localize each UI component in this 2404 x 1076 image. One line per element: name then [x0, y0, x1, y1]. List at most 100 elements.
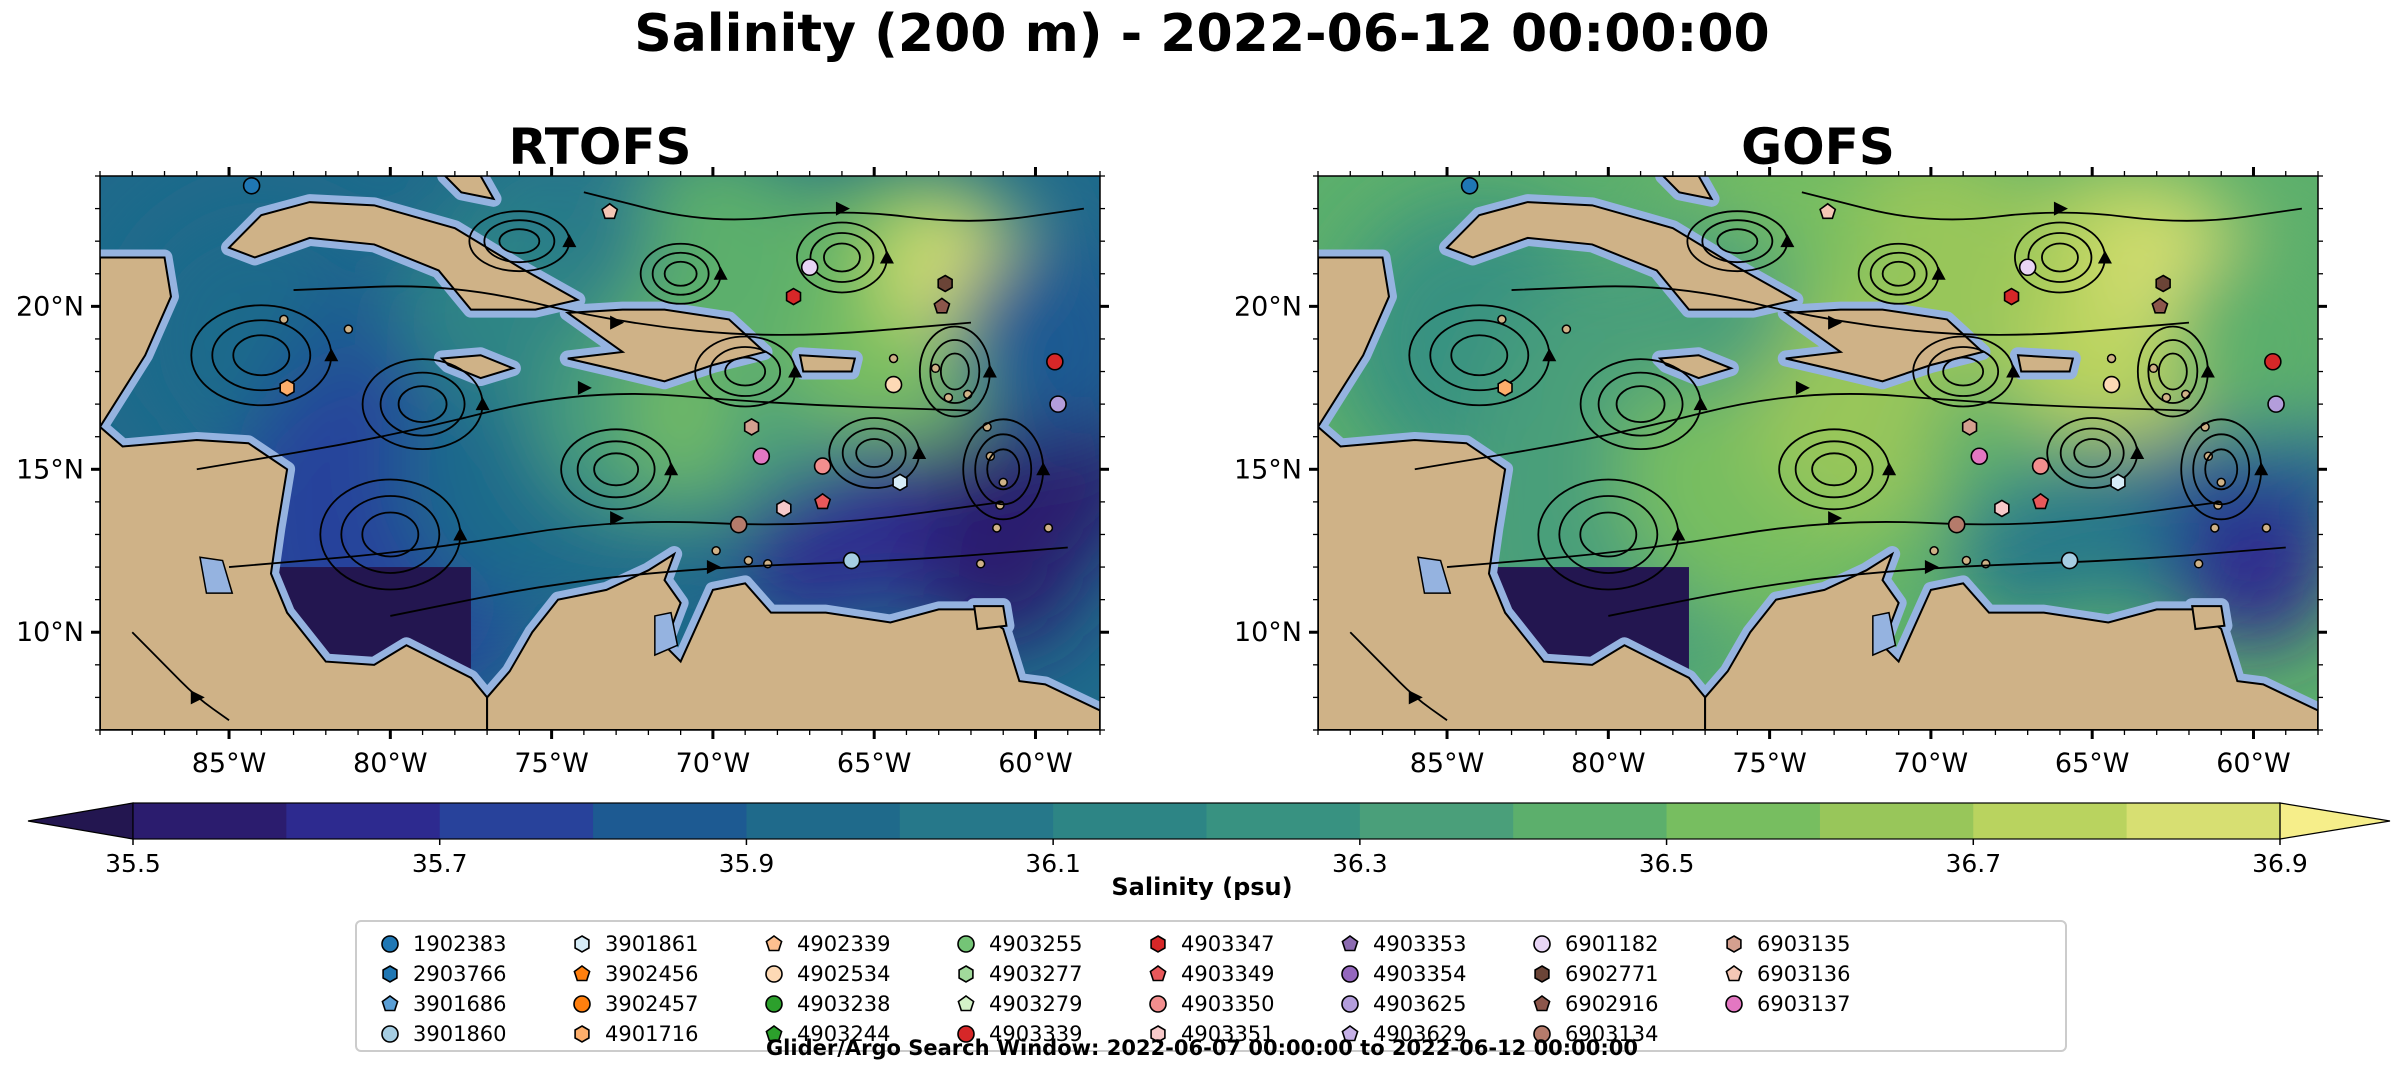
- legend-marker-hexagon: [382, 965, 398, 983]
- island: [2210, 523, 2220, 533]
- legend-symbol: [957, 935, 975, 953]
- legend-marker-hexagon: [1150, 935, 1166, 953]
- lat-tick-label: 20°N: [1234, 291, 1302, 322]
- legend-label: 4903339: [989, 1022, 1083, 1046]
- current-streamline: [1414, 393, 2189, 471]
- colorbar-under-arrow: [27, 802, 134, 840]
- legend-label: 6903135: [1757, 932, 1851, 956]
- lon-tick-label: 60°W: [998, 748, 1073, 779]
- streamline-arrow: [879, 250, 894, 264]
- eddy-streamline: [809, 232, 875, 283]
- salinity-patch: [951, 238, 1100, 439]
- puerto-rico-land: [2016, 354, 2075, 373]
- eddy-streamline: [1701, 219, 1774, 264]
- legend-label: 3902456: [605, 962, 699, 986]
- eddy-streamline: [724, 356, 767, 387]
- legend-label: 6902771: [1565, 962, 1659, 986]
- float-marker-6901182: [800, 258, 819, 277]
- legend-marker-circle: [1533, 935, 1551, 953]
- legend-symbol: [957, 995, 975, 1012]
- figure-title: Salinity (200 m) - 2022-06-12 00:00:00: [634, 4, 1770, 64]
- panel-title-gofs: GOFS: [1741, 118, 1895, 176]
- legend-item-4903353: 4903353: [1339, 930, 1467, 958]
- south-america-land: [486, 551, 1100, 730]
- salinity-patch: [739, 480, 880, 621]
- salinity-field: [1318, 176, 2318, 730]
- legend-symbol: [958, 965, 974, 983]
- eddy-streamline: [2073, 438, 2112, 468]
- island: [998, 477, 1008, 488]
- yucatan-land: [100, 256, 173, 429]
- colorbar-bin: [1513, 803, 1668, 839]
- colorbar: 35.5 35.7 35.9 36.1 36.3 36.5 36.7 36.9: [27, 802, 2391, 875]
- legend-marker-hexagon: [1150, 1025, 1166, 1043]
- legend-item-4903625: 4903625: [1339, 990, 1467, 1018]
- legend-item-4903279: 4903279: [955, 990, 1083, 1018]
- float-marker-3901861: [892, 473, 908, 492]
- legend-marker-hexagon: [574, 935, 590, 953]
- legend-label: 2903766: [413, 962, 507, 986]
- island: [1561, 324, 1572, 334]
- streamline-arrow: [577, 380, 592, 395]
- float-marker-4903625: [2267, 395, 2285, 413]
- eddy-streamline: [2204, 448, 2239, 491]
- streamline-arrow: [982, 364, 997, 378]
- float-marker-4901716: [279, 378, 295, 397]
- island: [1043, 523, 1054, 533]
- streamline-arrow: [610, 511, 625, 526]
- legend-label: 4903255: [989, 932, 1083, 956]
- current-streamline: [1446, 500, 2222, 568]
- streamline-arrow: [1036, 462, 1051, 476]
- float-marker-4903350: [2031, 457, 2050, 475]
- legend-marker-pentagon: [573, 965, 591, 982]
- island: [2106, 353, 2117, 364]
- eddy-streamline: [2059, 427, 2125, 479]
- jamaica-land: [1657, 354, 1734, 380]
- eddy-streamline: [855, 438, 894, 468]
- legend-symbol: [1150, 935, 1166, 953]
- float-marker-1902383: [1460, 176, 1479, 195]
- float-marker-6902771: [2155, 274, 2171, 293]
- eddy-streamline: [709, 346, 782, 397]
- legend-label: 4903349: [1181, 962, 1275, 986]
- streamline-arrow: [610, 315, 625, 330]
- colorbar-label: Salinity (psu): [1111, 873, 1293, 901]
- streamline-arrow: [2254, 462, 2269, 476]
- legend-label: 6903134: [1565, 1022, 1659, 1046]
- legend-symbol: [765, 965, 783, 983]
- legend-item-6903134: 6903134: [1531, 1020, 1659, 1048]
- colorbar-bin: [439, 803, 594, 839]
- float-marker-4903349: [2032, 492, 2050, 510]
- legend-item-6902771: 6902771: [1531, 960, 1659, 988]
- colorbar-bin: [1053, 803, 1207, 839]
- streamline-arrow: [1671, 527, 1686, 541]
- streamline-arrow: [1693, 397, 1708, 411]
- lon-tick-label: 65°W: [837, 748, 912, 779]
- legend-symbol: [574, 1025, 590, 1043]
- float-marker-4903350: [813, 457, 832, 475]
- lon-tick-label: 85°W: [192, 748, 267, 779]
- island: [762, 559, 773, 569]
- legend-marker-circle: [1149, 995, 1167, 1013]
- float-marker-6903136: [601, 202, 619, 220]
- lon-tick-label: 75°W: [1732, 748, 1807, 779]
- streamline-arrow: [2097, 250, 2112, 264]
- float-marker-6903137: [752, 447, 771, 466]
- legend-label: 4903244: [797, 1022, 891, 1046]
- streamline-arrow: [324, 348, 339, 362]
- colorbar-bin: [286, 803, 441, 839]
- legend-marker-hexagon: [958, 965, 974, 983]
- legend-label: 4903625: [1373, 992, 1467, 1016]
- streamline-arrow: [664, 462, 679, 476]
- legend-item-6901182: 6901182: [1531, 930, 1659, 958]
- legend-item-6903135: 6903135: [1723, 930, 1851, 958]
- colorbar-bin: [593, 803, 747, 839]
- island: [2193, 559, 2204, 569]
- streamline-arrow: [1828, 315, 1843, 330]
- salinity-patch: [1957, 480, 2098, 621]
- legend-symbol: [1150, 1025, 1166, 1043]
- legend-item-4903354: 4903354: [1339, 960, 1467, 988]
- legend-marker-pentagon: [1533, 995, 1551, 1012]
- legend-item-3901860: 3901860: [379, 1020, 507, 1048]
- eddy-streamline: [576, 440, 656, 499]
